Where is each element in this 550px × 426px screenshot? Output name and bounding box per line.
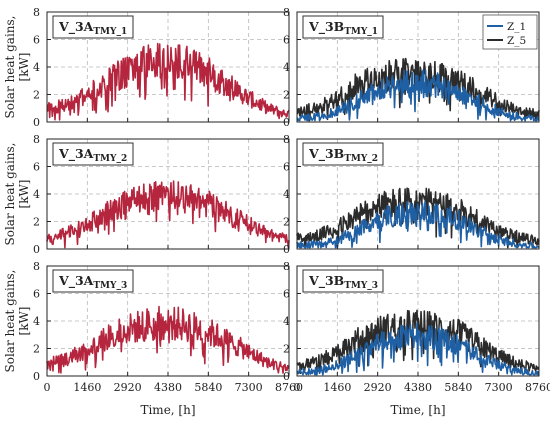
- x-tick-label: 7300: [235, 381, 263, 394]
- legend-label: Z_5: [507, 35, 526, 47]
- y-tick-label: 8: [33, 260, 40, 273]
- y-tick-label: 0: [283, 116, 290, 129]
- x-tick-label: 4380: [404, 381, 432, 394]
- series-line: [296, 69, 540, 122]
- panel-label: V_3BTMY_2: [308, 146, 378, 164]
- x-tick-label: 0: [44, 381, 51, 394]
- y-tick-label: 0: [33, 116, 40, 129]
- panel-label: V_3BTMY_3: [308, 273, 378, 291]
- panel-label-box: [302, 15, 384, 39]
- chart-panel: 0 2 4 6 8 V_3ATMY_1: [33, 6, 290, 129]
- panel-label: V_3BTMY_1: [308, 19, 378, 37]
- y-tick-label: 8: [283, 6, 290, 19]
- panel-label-box: [52, 15, 134, 39]
- panel-label-box: [302, 269, 384, 293]
- y-tick-label: 2: [283, 89, 290, 102]
- y-tick-label: 6: [283, 288, 290, 301]
- y-axis-title: Solar heat gains,[kW]: [3, 270, 31, 373]
- x-tick-label: 2920: [364, 381, 392, 394]
- y-tick-label: 2: [283, 343, 290, 356]
- series-line: [46, 305, 290, 374]
- y-tick-label: 2: [33, 216, 40, 229]
- series-line: [46, 42, 290, 121]
- y-tick-label: 8: [283, 133, 290, 146]
- y-tick-label: 4: [283, 315, 290, 328]
- y-tick-label: 6: [283, 34, 290, 47]
- panel-label-box: [52, 269, 134, 293]
- y-tick-label: 0: [283, 243, 290, 256]
- chart-panel: 0 2 4 6 8 V_3ATMY_2: [33, 133, 290, 256]
- y-tick-label: 8: [33, 133, 40, 146]
- y-tick-label: 4: [33, 61, 40, 74]
- y-tick-label: 2: [33, 89, 40, 102]
- x-tick-label: 5840: [194, 381, 222, 394]
- y-tick-label: 8: [33, 6, 40, 19]
- x-axis-title: Time, [h]: [140, 403, 195, 417]
- y-tick-label: 4: [33, 188, 40, 201]
- panel-label-box: [302, 142, 384, 166]
- panel-label: V_3ATMY_2: [58, 146, 127, 164]
- x-tick-label: 8760: [275, 381, 303, 394]
- chart-panel: 0 2 4 6 8 V_3BTMY_2: [283, 133, 540, 256]
- y-axis-title: Solar heat gains,[kW]: [3, 143, 31, 246]
- x-tick-label: 1460: [73, 381, 101, 394]
- y-tick-label: 0: [283, 370, 290, 383]
- legend-box: [482, 14, 538, 50]
- x-tick-label: 1460: [323, 381, 351, 394]
- panel-label: V_3ATMY_3: [58, 273, 127, 291]
- chart-panel: 0 2 4 6 8 V_3BTMY_1 Z_1 Z_5: [283, 6, 540, 129]
- y-tick-label: 2: [33, 343, 40, 356]
- y-tick-label: 8: [283, 260, 290, 273]
- x-axis-title: Time, [h]: [390, 403, 445, 417]
- y-axis-title: Solar heat gains,[kW]: [3, 16, 31, 119]
- x-tick-label: 5840: [444, 381, 472, 394]
- y-tick-label: 6: [33, 161, 40, 174]
- panel-label-box: [52, 142, 134, 166]
- x-tick-label: 2920: [114, 381, 142, 394]
- y-tick-label: 6: [33, 34, 40, 47]
- y-tick-label: 4: [283, 61, 290, 74]
- panel-label: V_3ATMY_1: [58, 19, 127, 37]
- series-line: [46, 180, 290, 249]
- x-tick-label: 0: [294, 381, 301, 394]
- chart-panel: 0 2 4 6 8 0 1460 2920 4380 5840 7300 8760 V_3BTMY_3: [283, 260, 550, 394]
- y-tick-label: 2: [283, 216, 290, 229]
- y-tick-label: 4: [283, 188, 290, 201]
- x-tick-label: 8760: [525, 381, 550, 394]
- series-line: [296, 57, 540, 122]
- y-tick-label: 0: [33, 243, 40, 256]
- y-tick-label: 6: [283, 161, 290, 174]
- series-line: [296, 322, 540, 376]
- x-tick-label: 7300: [485, 381, 513, 394]
- y-tick-label: 6: [33, 288, 40, 301]
- legend-label: Z_1: [507, 21, 526, 33]
- y-tick-label: 0: [33, 370, 40, 383]
- x-tick-label: 4380: [154, 381, 182, 394]
- chart-panel: 0 2 4 6 8 0 1460 2920 4380 5840 7300 8760 V_3ATMY_3: [33, 260, 303, 394]
- y-tick-label: 4: [33, 315, 40, 328]
